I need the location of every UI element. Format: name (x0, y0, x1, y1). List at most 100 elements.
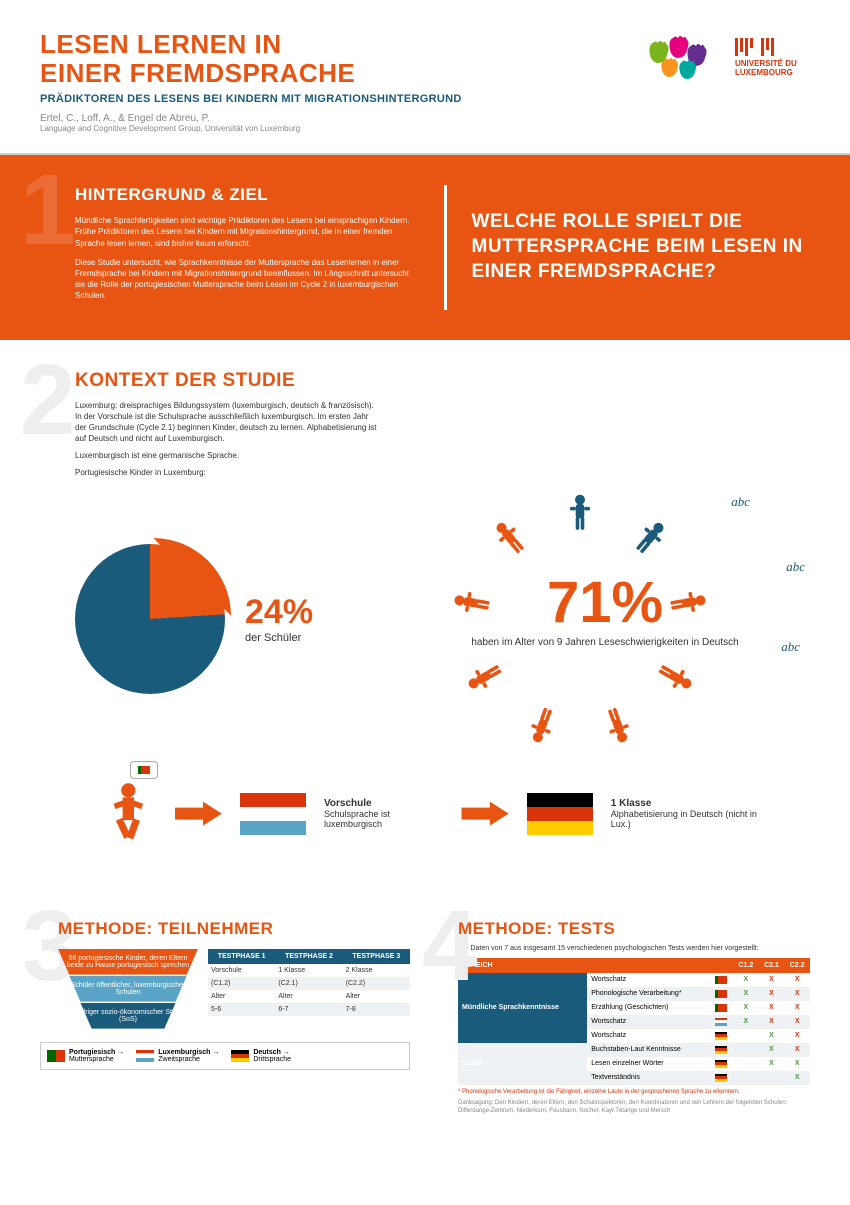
person-icon (643, 649, 700, 700)
phase-cell: 5-6 (208, 1003, 275, 1016)
test-flag-icon (708, 973, 733, 987)
preschool-label: Vorschule (324, 798, 444, 809)
funnel-tier-1: 66 portugiesische Kinder, deren Eltern b… (58, 949, 198, 975)
legend-item: Portugiesisch →Muttersprache (47, 1049, 124, 1063)
test-header (587, 958, 708, 973)
research-question: WELCHE ROLLE SPIELT DIE MUTTERSPRACHE BE… (472, 210, 811, 284)
test-mark: X (784, 1057, 810, 1071)
phase-header: TESTPHASE 2 (275, 949, 342, 964)
s2-paragraph-2: Luxemburgisch ist eine germanische Sprac… (75, 450, 380, 461)
s2-paragraph-3: Portugiesische Kinder in Luxemburg: (75, 467, 380, 478)
test-mark (759, 1071, 785, 1085)
s2-title: KONTEXT DER STUDIE (40, 370, 810, 392)
speech-bubble-pt-flag (130, 761, 158, 779)
pie-chart (75, 544, 225, 694)
test-name: Wortschatz (587, 1029, 708, 1043)
test-name: Erzählung (Geschichten) (587, 1001, 708, 1015)
test-mark: X (733, 973, 759, 987)
test-mark: X (759, 1043, 785, 1057)
university-name: UNIVERSITÉ DU LUXEMBOURG (735, 60, 810, 78)
s1-paragraph-2: Diese Studie untersucht, wie Sprachkennt… (75, 257, 414, 302)
test-mark: X (759, 1015, 785, 1029)
s2-paragraph-1: Luxemburg: dreisprachiges Bildungssystem… (75, 400, 380, 445)
person-icon (593, 693, 639, 748)
test-name: Phonologische Verarbeitung* (587, 987, 708, 1001)
grade1-label: 1 Klasse (611, 798, 770, 809)
test-header: C2.1 (759, 958, 785, 973)
s4-title: METHODE: TESTS (440, 919, 810, 939)
test-name: Wortschatz (587, 973, 708, 987)
test-mark: X (784, 1001, 810, 1015)
s1-title: HINTERGRUND & ZIEL (75, 185, 414, 205)
test-name: Lesen einzelner Wörter (587, 1057, 708, 1071)
test-flag-icon (708, 1071, 733, 1085)
phase-cell: (C2.1) (275, 977, 342, 990)
test-mark: X (784, 1071, 810, 1085)
header: LESEN LERNEN IN EINER FREMDSPRACHE PRÄDI… (0, 0, 850, 155)
section-4-tests: 4 METHODE: TESTS Die Daten von 7 aus ins… (440, 919, 810, 1116)
test-mark: X (759, 973, 785, 987)
test-name: Wortschatz (587, 1015, 708, 1029)
test-flag-icon (708, 1001, 733, 1015)
flag-icon (231, 1050, 249, 1062)
phase-cell: 6-7 (275, 1003, 342, 1016)
test-header: C1.2 (733, 958, 759, 973)
phase-header: TESTPHASE 1 (208, 949, 275, 964)
pie-label: der Schüler (245, 632, 313, 644)
s4-intro: Die Daten von 7 aus insgesamt 15 verschi… (440, 945, 810, 952)
pie-percentage: 24% (245, 593, 313, 632)
test-header: C2.2 (784, 958, 810, 973)
university-logo: UNIVERSITÉ DU LUXEMBOURG (735, 38, 810, 78)
grade1-text: Alphabetisierung in Deutsch (nicht in Lu… (611, 809, 757, 829)
funnel-tier-2: Schüler öffentlicher, luxemburgischer Sc… (58, 976, 198, 1002)
test-header (708, 958, 733, 973)
phase-cell: (C1.2) (208, 977, 275, 990)
person-icon (564, 494, 596, 541)
test-mark: X (784, 973, 810, 987)
preschool-text: Schulsprache ist luxemburgisch (324, 809, 390, 829)
s1-paragraph-1: Mündliche Sprachfertigkeiten sind wichti… (75, 215, 414, 249)
test-mark: X (784, 1029, 810, 1043)
phase-header: TESTPHASE 3 (343, 949, 410, 964)
test-mark: X (759, 1001, 785, 1015)
test-mark: X (759, 987, 785, 1001)
person-icon (521, 693, 567, 748)
legend-item: Luxemburgisch →Zweitsprache (136, 1049, 219, 1063)
language-legend: Portugiesisch →Muttersprache Luxemburgisc… (40, 1042, 410, 1070)
test-mark (733, 1057, 759, 1071)
test-phases-table: TESTPHASE 1TESTPHASE 2TESTPHASE 3 Vorsch… (208, 949, 410, 1016)
subtitle: PRÄDIKTOREN DES LESENS BEI KINDERN MIT M… (40, 93, 635, 105)
germany-flag-icon (527, 793, 593, 835)
main-title: LESEN LERNEN IN EINER FREMDSPRACHE (40, 30, 635, 87)
test-flag-icon (708, 1043, 733, 1057)
research-group: Language and Cognitive Development Group… (40, 124, 635, 133)
legend-item: Deutsch →Drittsprache (231, 1049, 291, 1063)
child-runner-icon (100, 779, 157, 849)
test-mark: X (733, 1001, 759, 1015)
test-flag-icon (708, 987, 733, 1001)
section-2-context: 2 KONTEXT DER STUDIE Luxemburg: dreispra… (0, 340, 850, 889)
phase-cell: 2 Klasse (343, 964, 410, 977)
footnote-2: Danksagung: Den Kindern, deren Eltern, d… (440, 1100, 810, 1116)
test-name: Textverständnis (587, 1071, 708, 1085)
legend-text: Luxemburgisch →Zweitsprache (158, 1049, 219, 1063)
test-mark: X (784, 1043, 810, 1057)
test-mark: X (733, 1015, 759, 1029)
arrow-icon (175, 802, 222, 826)
test-mark: X (784, 987, 810, 1001)
flag-icon (47, 1050, 65, 1062)
phase-cell: Vorschule (208, 964, 275, 977)
participant-funnel: 66 portugiesische Kinder, deren Eltern b… (58, 949, 198, 1030)
test-mark (733, 1043, 759, 1057)
test-flag-icon (708, 1057, 733, 1071)
test-category: Lesen (458, 1043, 587, 1085)
phase-cell: 1 Klasse (275, 964, 342, 977)
phase-cell: 7-8 (343, 1003, 410, 1016)
stat-71-label: haben im Alter von 9 Jahren Leseschwieri… (400, 636, 810, 649)
authors: Ertel, C., Loff, A., & Engel de Abreu, P… (40, 113, 635, 124)
phase-cell: (C2.2) (343, 977, 410, 990)
person-icon (461, 649, 518, 700)
test-mark: X (784, 1015, 810, 1029)
test-flag-icon (708, 1015, 733, 1029)
legend-text: Portugiesisch →Muttersprache (69, 1049, 124, 1063)
